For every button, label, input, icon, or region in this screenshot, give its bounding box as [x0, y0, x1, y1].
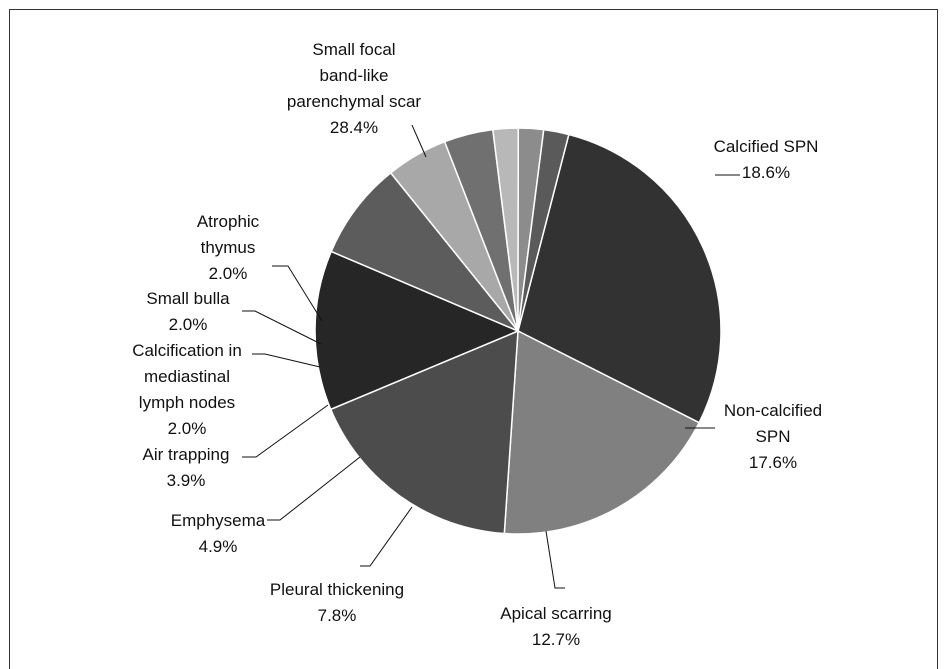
slice-percent: 28.4% — [330, 118, 378, 137]
pie-slices — [314, 127, 722, 535]
slice-percent: 3.9% — [167, 471, 206, 490]
slice-percent: 2.0% — [169, 315, 208, 334]
slice-label-line: Small focal — [312, 40, 395, 59]
slice-label: Small focal band-like parenchymal scar 28.4… — [287, 40, 422, 137]
slice-label-line: band-like — [320, 66, 389, 85]
slice-label: Apical scarring 12.7% — [500, 604, 612, 649]
slice-label-line: parenchymal scar — [287, 92, 422, 111]
leader-lines — [242, 124, 740, 589]
slice-label-line: SPN — [756, 427, 791, 446]
leader-line — [242, 310, 322, 345]
slice-label: Calcification in mediastinal lymph nodes 2.… — [132, 341, 242, 438]
pie-slice — [314, 250, 520, 411]
slice-label: Calcified SPN 18.6% — [714, 137, 819, 182]
pie-chart: Small focal band-like parenchymal scar 28.4… — [132, 40, 822, 649]
slice-percent: 7.8% — [318, 606, 357, 625]
slice-label: Emphysema 4.9% — [171, 511, 266, 556]
slice-percent: 2.0% — [168, 419, 207, 438]
slice-label-line: thymus — [201, 238, 256, 257]
slice-percent: 17.6% — [749, 453, 797, 472]
slice-label-line: mediastinal — [144, 367, 230, 386]
slice-percent: 4.9% — [199, 537, 238, 556]
slice-label: Pleural thickening 7.8% — [270, 580, 404, 625]
slice-percent: 2.0% — [209, 264, 248, 283]
chart-frame: Small focal band-like parenchymal scar 28.4… — [9, 9, 938, 669]
slice-label-line: Apical scarring — [500, 604, 612, 623]
pie-slice — [329, 329, 519, 535]
slice-percent: 18.6% — [742, 163, 790, 182]
slice-label-line: Small bulla — [146, 289, 230, 308]
slice-label: Air trapping 3.9% — [143, 445, 230, 490]
slice-label-line: Atrophic — [197, 212, 260, 231]
pie-slice — [330, 171, 519, 332]
slice-label: Non-calcified SPN 17.6% — [724, 401, 822, 472]
slice-labels: Small focal band-like parenchymal scar 28.4… — [132, 40, 822, 649]
leader-line — [272, 265, 323, 322]
slice-label: Small bulla 2.0% — [146, 289, 230, 334]
leader-line — [411, 124, 427, 158]
slice-label-line: Pleural thickening — [270, 580, 404, 599]
leader-line — [242, 404, 329, 458]
leader-line — [360, 506, 413, 567]
slice-label-line: Calcification in — [132, 341, 242, 360]
pie-slice — [517, 133, 722, 424]
slice-percent: 12.7% — [532, 630, 580, 649]
slice-label: Atrophic thymus 2.0% — [197, 212, 260, 283]
leader-line — [545, 530, 565, 589]
pie-slice — [517, 128, 570, 332]
pie-slice — [503, 329, 701, 535]
slice-label-line: Air trapping — [143, 445, 230, 464]
slice-label-line: lymph nodes — [139, 393, 235, 412]
slice-label-line: Non-calcified — [724, 401, 822, 420]
leader-line — [267, 456, 361, 521]
leader-line — [252, 353, 321, 368]
slice-label-line: Emphysema — [171, 511, 266, 530]
slice-label-line: Calcified SPN — [714, 137, 819, 156]
